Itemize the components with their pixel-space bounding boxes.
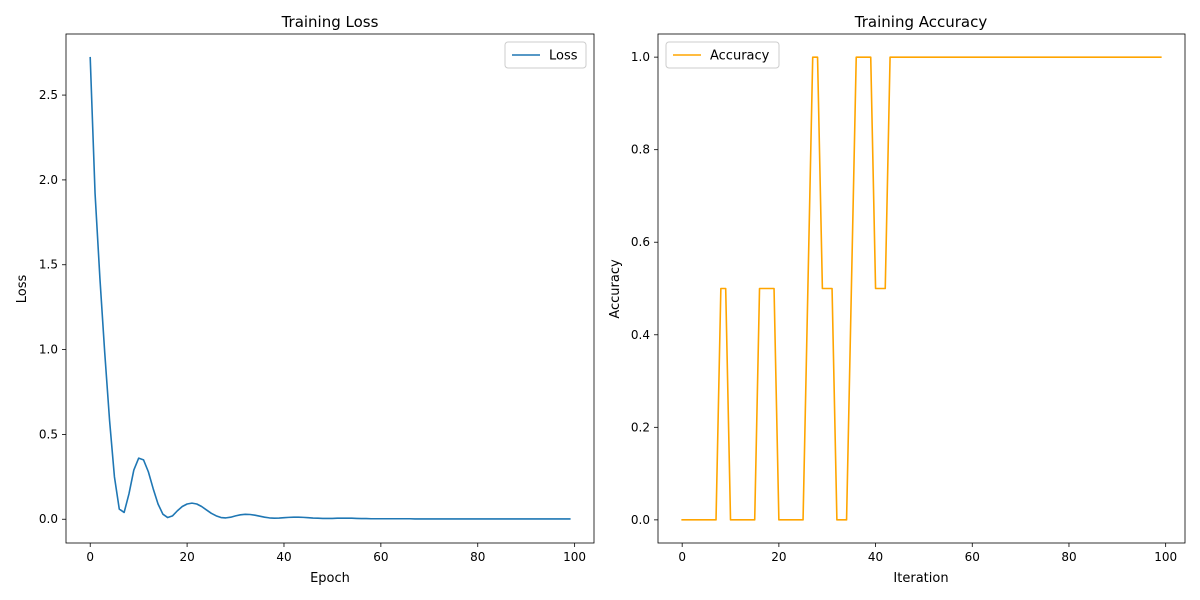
loss-x-tick-label: 100 [563,550,586,564]
loss-y-tick-label: 1.5 [39,258,58,272]
loss-y-tick-label: 0.0 [39,512,58,526]
loss-x-axis-label: Epoch [310,571,350,586]
loss-chart-title: Training Loss [281,13,379,31]
accuracy-axes-frame [657,33,1186,544]
loss-legend-label: Loss [549,49,578,64]
accuracy-chart: Training Accuracy Iteration Accuracy 0 20… [608,13,1186,586]
loss-x-tick-label: 0 [86,550,94,564]
loss-x-tick-label: 60 [373,550,388,564]
accuracy-x-axis-label: Iteration [893,571,948,586]
loss-y-tick-label: 1.0 [39,343,58,357]
loss-y-tick-label: 0.5 [39,427,58,441]
loss-legend-box [504,41,587,69]
loss-x-tick-label: 20 [179,550,194,564]
loss-series-line [89,56,571,520]
accuracy-y-tick-label: 1.0 [631,50,650,64]
accuracy-legend-box [665,41,780,69]
accuracy-x-tick-label: 80 [1061,550,1076,564]
accuracy-series-line [681,56,1162,521]
loss-x-tick-label: 40 [276,550,291,564]
accuracy-y-tick-label: 0.2 [631,420,650,434]
accuracy-x-tick-label: 0 [678,550,686,564]
loss-axes-frame [65,33,595,544]
accuracy-chart-title: Training Accuracy [854,13,988,31]
loss-chart: Training Loss Epoch Loss 0 20 40 60 80 100 0.0… [15,13,595,586]
loss-y-tick-label: 2.5 [39,88,58,102]
loss-y-axis-label: Loss [15,275,30,304]
accuracy-legend: Accuracy [665,41,780,69]
accuracy-plot-area: 0 20 40 60 80 100 0.0 0.2 0.4 0.6 0.8 1.0 Accuracy [631,33,1186,564]
accuracy-y-tick-label: 0.6 [631,235,650,249]
loss-legend: Loss [504,41,587,69]
accuracy-y-axis-label: Accuracy [608,259,623,319]
loss-y-tick-label: 2.0 [39,173,58,187]
accuracy-y-tick-label: 0.0 [631,513,650,527]
accuracy-y-tick-label: 0.8 [631,143,650,157]
accuracy-y-tick-label: 0.4 [631,328,650,342]
loss-plot-area: 0 20 40 60 80 100 0.0 0.5 1.0 1.5 2.0 2.5 Loss [39,33,595,564]
accuracy-x-tick-label: 100 [1154,550,1177,564]
accuracy-x-tick-label: 40 [868,550,883,564]
accuracy-x-tick-label: 60 [965,550,980,564]
loss-x-tick-label: 80 [470,550,485,564]
accuracy-x-tick-label: 20 [771,550,786,564]
accuracy-legend-label: Accuracy [710,49,770,64]
